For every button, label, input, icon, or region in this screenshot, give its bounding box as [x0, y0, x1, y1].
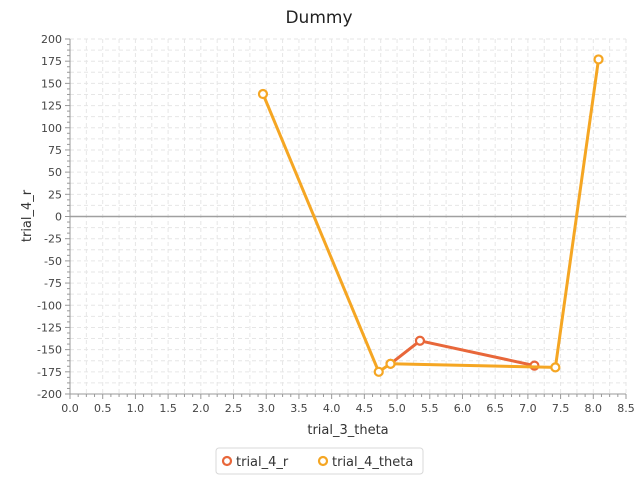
x-tick-label: 6.0 [454, 402, 472, 415]
x-tick-label: 8.0 [585, 402, 603, 415]
x-tick-label: 7.0 [519, 402, 537, 415]
series-layer [257, 54, 604, 377]
y-tick-label: -25 [44, 233, 62, 246]
y-tick-label: -175 [37, 366, 62, 379]
data-point[interactable] [257, 88, 269, 100]
y-tick-label: 200 [41, 33, 62, 46]
x-tick-label: 6.5 [486, 402, 504, 415]
y-tick-label: 100 [41, 122, 62, 135]
legend-marker-icon [317, 455, 329, 467]
legend-label: trial_4_r [236, 455, 289, 470]
x-tick-label: 0.5 [94, 402, 112, 415]
y-tick-label: 75 [48, 144, 62, 157]
x-tick-label: 4.0 [323, 402, 341, 415]
y-tick-label: 25 [48, 188, 62, 201]
chart-title: Dummy [285, 8, 352, 28]
y-tick-label: -200 [37, 388, 62, 401]
x-tick-label: 5.0 [388, 402, 406, 415]
x-tick-label: 3.0 [257, 402, 275, 415]
legend-item-trial_4_r[interactable]: trial_4_r [221, 455, 289, 470]
x-tick-label: 1.5 [159, 402, 177, 415]
legend-item-trial_4_theta[interactable]: trial_4_theta [317, 455, 413, 470]
y-tick-label: 125 [41, 100, 62, 113]
y-tick-label: 0 [55, 211, 62, 224]
axes: 0.0 0.5 1.0 1.5 2.0 2.5 3.0 3.5 4.0 4.5 5.0 5.5 6.0 6… [37, 33, 635, 415]
y-tick-label: -50 [44, 255, 62, 268]
y-tick-label: 150 [41, 77, 62, 90]
y-axis-title: trial_4_r [20, 189, 35, 242]
x-tick-label: 0.0 [61, 402, 79, 415]
x-tick-label: 3.5 [290, 402, 308, 415]
x-tick-label: 7.5 [552, 402, 570, 415]
data-point[interactable] [550, 362, 561, 373]
x-tick-label: 2.0 [192, 402, 210, 415]
y-tick-label: -125 [37, 321, 62, 334]
x-axis-title: trial_3_theta [307, 423, 388, 438]
x-tick-label: 4.5 [356, 402, 374, 415]
data-point[interactable] [385, 358, 396, 369]
data-point[interactable] [593, 54, 604, 65]
y-tick-label: 50 [48, 166, 62, 179]
legend[interactable]: trial_4_r trial_4_theta [215, 447, 424, 475]
y-tick-label: -75 [44, 277, 62, 290]
data-point[interactable] [373, 366, 384, 377]
legend-marker-icon [221, 455, 233, 467]
series-trial_4_theta [257, 54, 604, 377]
x-tick-label: 1.0 [127, 402, 145, 415]
legend-label: trial_4_theta [332, 455, 413, 470]
x-tick-label: 5.5 [421, 402, 439, 415]
y-tick-label: -150 [37, 344, 62, 357]
x-tick-label: 2.5 [225, 402, 243, 415]
y-tick-label: -100 [37, 299, 62, 312]
y-tick-label: 175 [41, 55, 62, 68]
x-tick-label: 8.5 [617, 402, 635, 415]
data-point[interactable] [414, 335, 426, 346]
